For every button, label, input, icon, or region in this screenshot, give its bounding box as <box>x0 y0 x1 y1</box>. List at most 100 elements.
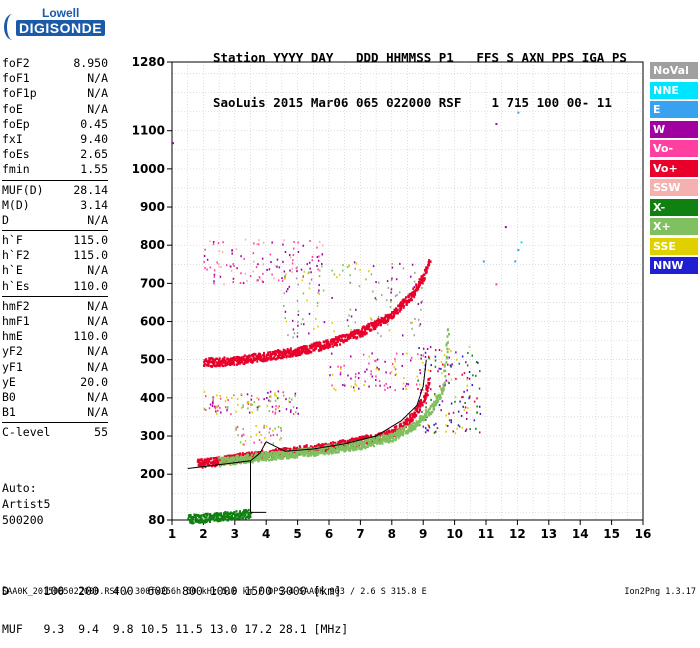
trace-point <box>263 458 266 462</box>
trace-point <box>296 455 299 459</box>
trace-point <box>251 461 254 464</box>
echo-point <box>307 272 309 275</box>
y-tick-label: 500 <box>140 353 165 367</box>
echo-point <box>240 393 243 396</box>
trace-point <box>214 464 217 468</box>
echo-point <box>269 400 272 403</box>
trace-point <box>205 461 208 464</box>
trace-point <box>279 451 282 455</box>
echo-point <box>430 364 432 367</box>
trace-point <box>208 460 211 463</box>
echo-point <box>468 371 471 374</box>
trace-point <box>405 419 408 423</box>
trace-point <box>347 439 350 443</box>
trace-point <box>256 357 259 361</box>
echo-point <box>410 321 412 324</box>
trace-point <box>337 440 340 444</box>
echo-point <box>283 394 285 397</box>
trace-point <box>199 458 202 462</box>
echo-point <box>440 367 442 370</box>
trace-point <box>238 454 241 458</box>
x-tick-label: 12 <box>509 527 526 541</box>
echo-point <box>263 398 265 401</box>
param-value: N/A <box>87 359 108 374</box>
echo-point <box>318 240 321 243</box>
echo-point <box>285 398 287 401</box>
trace-point <box>270 354 273 358</box>
legend-item: NNW <box>650 257 698 274</box>
trace-point <box>249 357 252 361</box>
trace-point <box>281 457 284 460</box>
echo-point <box>430 388 432 391</box>
param-value: 8.950 <box>73 56 108 70</box>
echo-point <box>457 410 460 413</box>
trace-point <box>282 455 285 458</box>
trace-point <box>362 330 365 334</box>
trace-point <box>415 283 418 286</box>
trace-point <box>226 511 229 514</box>
echo-point <box>317 268 319 271</box>
trace-point <box>363 444 366 448</box>
trace-point <box>356 330 359 333</box>
echo-point <box>376 358 379 361</box>
echo-point <box>276 258 279 261</box>
echo-point <box>213 282 215 285</box>
echo-point <box>220 266 222 269</box>
trace-point <box>344 335 347 338</box>
echo-point <box>222 241 224 244</box>
echo-point <box>454 400 456 403</box>
echo-point <box>390 370 393 373</box>
trace-point <box>390 316 393 320</box>
echo-point <box>384 360 386 363</box>
trace-point <box>220 363 223 366</box>
trace-point <box>227 512 230 516</box>
echo-point <box>309 239 311 242</box>
trace-point <box>216 515 219 519</box>
trace-point <box>346 339 349 342</box>
echo-point <box>440 409 442 412</box>
echo-point <box>466 364 469 367</box>
echo-point <box>311 255 314 258</box>
trace-point <box>200 514 203 517</box>
trace-point <box>282 457 285 460</box>
trace-point <box>375 322 378 325</box>
echo-point <box>450 402 453 405</box>
param-row: M(D) 3.14 <box>2 198 108 213</box>
param-row: hmE 110.0 <box>2 329 108 344</box>
trace-point <box>345 448 348 452</box>
echo-point <box>318 275 321 278</box>
trace-point <box>386 436 389 439</box>
trace-point <box>278 455 281 458</box>
trace-point <box>359 442 362 445</box>
auto-software: Artist5 <box>2 497 51 511</box>
echo-point <box>278 266 281 269</box>
trace-point <box>404 299 407 303</box>
trace-point <box>404 418 407 422</box>
trace-point <box>228 517 231 521</box>
legend-item: X- <box>650 198 698 216</box>
echo-point <box>385 299 388 302</box>
trace-point <box>443 363 446 367</box>
param-value: N/A <box>87 101 108 116</box>
trace-point <box>418 283 421 287</box>
trace-point <box>334 451 337 454</box>
trace-point <box>289 355 292 358</box>
trace-point <box>390 432 393 436</box>
trace-point <box>386 438 389 442</box>
trace-point <box>254 353 257 356</box>
trace-point <box>209 358 212 361</box>
trace-point <box>334 336 337 339</box>
trace-point <box>408 424 411 428</box>
trace-point <box>223 356 226 359</box>
trace-point <box>382 438 385 441</box>
trace-point <box>200 520 203 524</box>
trace-point <box>250 451 253 454</box>
echo-point <box>362 353 365 356</box>
trace-point <box>300 453 303 456</box>
echo-point <box>456 427 458 430</box>
echo-point <box>414 271 416 274</box>
echo-point <box>420 357 422 360</box>
trace-point <box>244 456 247 459</box>
echo-point <box>258 239 260 242</box>
param-row: fxI 9.40 <box>2 132 108 147</box>
